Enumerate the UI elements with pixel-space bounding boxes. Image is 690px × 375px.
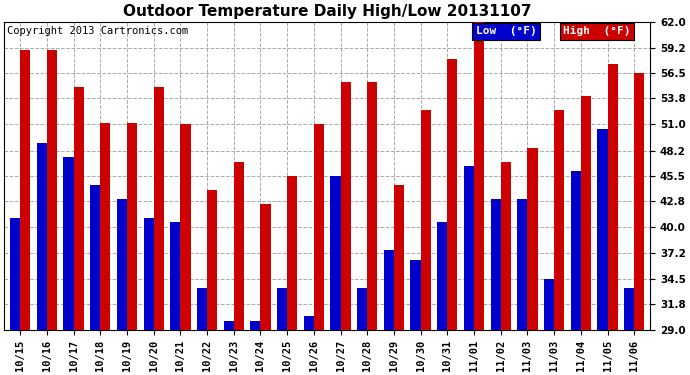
Bar <box>180 124 190 330</box>
Text: Copyright 2013 Cartronics.com: Copyright 2013 Cartronics.com <box>8 26 188 36</box>
Text: High  (°F): High (°F) <box>563 26 631 36</box>
Bar <box>544 279 554 330</box>
Bar <box>117 199 127 330</box>
Bar <box>357 288 367 330</box>
Bar <box>331 176 341 330</box>
Bar <box>314 124 324 330</box>
Bar <box>464 166 474 330</box>
Bar <box>624 288 634 330</box>
Bar <box>437 222 447 330</box>
Bar <box>384 251 394 330</box>
Bar <box>224 321 234 330</box>
Bar <box>367 82 377 330</box>
Bar <box>598 129 607 330</box>
Bar <box>491 199 501 330</box>
Bar <box>127 123 137 330</box>
Bar <box>63 157 74 330</box>
Bar <box>207 190 217 330</box>
Bar <box>607 64 618 330</box>
Bar <box>37 143 47 330</box>
Bar <box>421 110 431 330</box>
Bar <box>10 218 20 330</box>
Bar <box>234 162 244 330</box>
Bar <box>554 110 564 330</box>
Bar <box>501 162 511 330</box>
Bar <box>474 22 484 330</box>
Bar <box>634 73 644 330</box>
Bar <box>527 148 538 330</box>
Bar <box>74 87 83 330</box>
Bar <box>277 288 287 330</box>
Bar <box>250 321 260 330</box>
Bar <box>341 82 351 330</box>
Bar <box>518 199 527 330</box>
Bar <box>170 222 180 330</box>
Bar <box>581 96 591 330</box>
Bar <box>411 260 421 330</box>
Bar <box>100 123 110 330</box>
Bar <box>47 50 57 330</box>
Bar <box>287 176 297 330</box>
Title: Outdoor Temperature Daily High/Low 20131107: Outdoor Temperature Daily High/Low 20131… <box>123 4 531 19</box>
Bar <box>20 50 30 330</box>
Bar <box>447 59 457 330</box>
Bar <box>304 316 314 330</box>
Text: Low  (°F): Low (°F) <box>476 26 537 36</box>
Bar <box>260 204 270 330</box>
Bar <box>90 185 100 330</box>
Bar <box>144 218 154 330</box>
Bar <box>571 171 581 330</box>
Bar <box>394 185 404 330</box>
Bar <box>154 87 164 330</box>
Bar <box>197 288 207 330</box>
